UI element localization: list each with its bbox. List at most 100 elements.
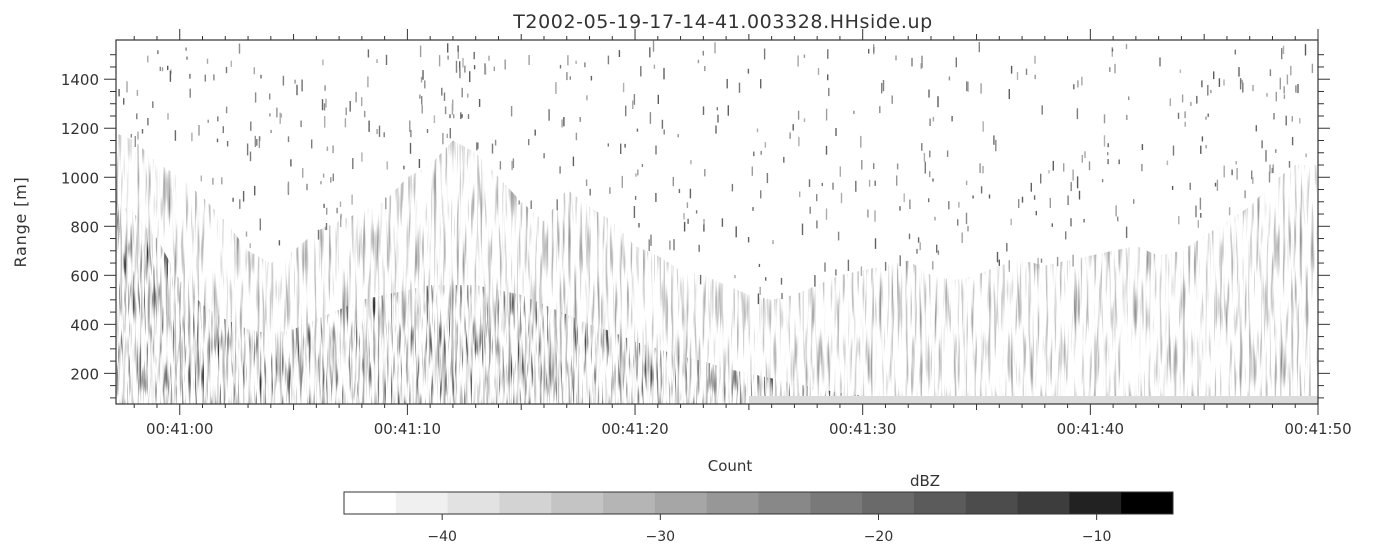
echo-speckle [621, 175, 623, 188]
echo-speckle [559, 64, 562, 69]
echo-speckle [663, 129, 665, 135]
echo-speckle [484, 66, 487, 75]
y-tick-label: 800 [70, 218, 99, 236]
echo-speckle [1067, 195, 1069, 205]
echo-speckle [715, 125, 717, 134]
echo-speckle [727, 105, 729, 116]
echo-speckle [528, 55, 530, 65]
echo-speckle [459, 67, 461, 79]
echo-speckle [1244, 190, 1246, 199]
chart-title: T2002-05-19-17-14-41.003328.HHside.up [512, 11, 933, 33]
echo-speckle [198, 125, 200, 136]
echo-speckle [1040, 258, 1043, 263]
echo-speckle [469, 71, 471, 83]
colorbar-step [758, 492, 811, 514]
echo-speckle [683, 213, 685, 220]
echo-speckle [717, 114, 719, 123]
echo-speckle [1218, 78, 1221, 87]
echo-speckle [386, 161, 388, 170]
echo-speckle [1305, 153, 1307, 158]
echo-speckle [548, 109, 550, 121]
surface-clutter-band [748, 396, 1318, 404]
echo-speckle [418, 159, 421, 168]
echo-speckle [1018, 199, 1020, 208]
echo-speckle [245, 231, 248, 237]
echo-speckle [929, 150, 931, 158]
echo-speckle [934, 216, 936, 221]
echo-speckle [1311, 63, 1314, 73]
echo-speckle [1048, 170, 1050, 174]
echo-speckle [225, 66, 228, 74]
echo-speckle [511, 161, 513, 171]
y-tick-label: 200 [70, 365, 99, 383]
echo-speckle [972, 195, 974, 199]
echo-speckle [1041, 105, 1043, 115]
echo-speckle [1172, 145, 1175, 156]
echo-speckle [1213, 71, 1215, 80]
echo-speckle [765, 277, 767, 281]
echo-speckle [575, 60, 577, 64]
echo-speckle [891, 95, 893, 104]
echo-speckle [282, 75, 285, 86]
echo-speckle [259, 218, 261, 231]
colorbar-step [603, 492, 656, 514]
echo-speckle [946, 150, 949, 157]
colorbar-label: dBZ [910, 472, 940, 490]
echo-speckle [424, 80, 426, 89]
echo-speckle [873, 163, 875, 169]
echo-speckle [948, 76, 951, 81]
echo-speckle [1040, 173, 1042, 184]
echo-speckle [422, 70, 424, 80]
echo-speckle [269, 113, 271, 117]
echo-speckle [624, 143, 626, 148]
echo-speckle [896, 163, 899, 170]
echo-speckle [1242, 82, 1244, 93]
echo-speckle [625, 105, 627, 117]
echo-speckle [967, 81, 969, 92]
echo-speckle [1171, 185, 1174, 190]
echo-speckle [652, 40, 655, 52]
echo-speckle [147, 55, 149, 63]
colorbar-tick-label: −10 [1082, 529, 1112, 544]
echo-speckle [421, 96, 423, 105]
colorbar: dBZ −40 −30 −20 −10 [343, 472, 1174, 544]
echo-speckle [1199, 197, 1202, 210]
echo-speckle [1133, 199, 1135, 204]
echo-speckle [459, 61, 461, 71]
echo-speckle [868, 48, 870, 54]
echo-speckle [916, 248, 918, 254]
echo-speckle [716, 107, 718, 111]
echo-speckle [1073, 84, 1075, 90]
echo-speckle [641, 164, 644, 167]
echo-speckle [460, 112, 462, 120]
echo-speckle [325, 223, 328, 231]
echo-speckle [559, 166, 561, 174]
echo-speckle [324, 116, 326, 128]
echo-speckle [441, 87, 443, 96]
x-tick-label: 00:41:30 [829, 420, 896, 438]
echo-speckle [300, 120, 302, 128]
echo-speckle [447, 55, 449, 60]
echo-speckle [1049, 197, 1051, 208]
echo-speckle [344, 118, 347, 128]
echo-speckle [1010, 218, 1012, 226]
echo-speckle [607, 55, 610, 65]
echo-speckle [232, 197, 234, 202]
echo-speckle [294, 79, 296, 84]
echo-speckle [253, 67, 255, 75]
echo-speckle [609, 187, 611, 194]
echo-speckle [222, 126, 224, 134]
echo-speckle [1076, 108, 1079, 120]
x-tick-label: 00:41:00 [146, 420, 213, 438]
echo-speckle [686, 202, 689, 208]
echo-speckle [579, 117, 581, 122]
echo-speckle [731, 183, 734, 192]
echo-speckle [1290, 65, 1292, 76]
echo-speckle [1177, 112, 1180, 119]
echo-speckle [633, 94, 636, 105]
echo-speckle [1006, 243, 1008, 252]
echo-speckle [1283, 86, 1285, 94]
echo-speckle [1118, 159, 1120, 165]
echo-speckle [159, 66, 161, 72]
colorbar-steps [344, 492, 1174, 514]
